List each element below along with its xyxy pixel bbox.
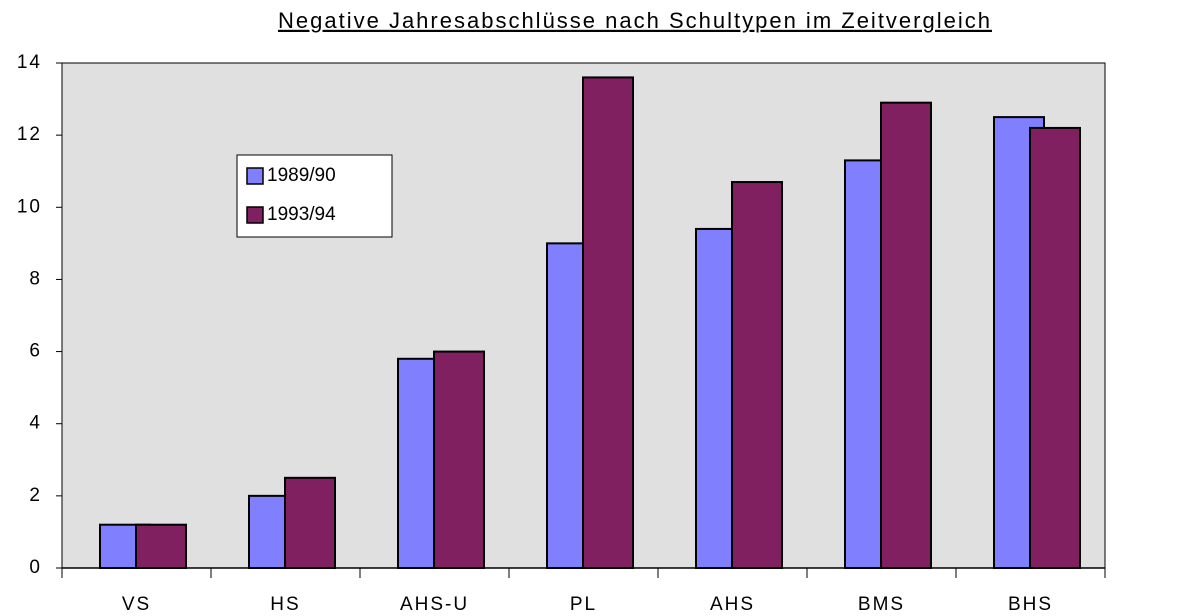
bar [433, 350, 485, 570]
legend-label: 1993/94 [267, 204, 336, 225]
x-tick-label: PL [570, 594, 597, 615]
bar [135, 523, 187, 570]
legend-swatch [246, 167, 264, 185]
y-tick-label: 10 [17, 196, 42, 217]
x-tick-label: BMS [858, 594, 905, 615]
bar [284, 476, 336, 570]
bar [731, 181, 783, 570]
y-tick-label: 4 [29, 413, 42, 434]
x-tick-label: HS [270, 594, 300, 615]
y-tick-label: 6 [29, 341, 42, 362]
bar [880, 101, 932, 570]
bar [582, 76, 634, 570]
x-tick-label: AHS-U [400, 594, 469, 615]
y-tick-label: 0 [29, 557, 42, 578]
chart-title: Negative Jahresabschlüsse nach Schultype… [278, 8, 992, 33]
x-tick-label: AHS [710, 594, 755, 615]
x-tick-label: BHS [1008, 594, 1053, 615]
bar [1029, 126, 1081, 570]
y-tick-label: 2 [29, 485, 42, 506]
legend-label: 1989/90 [267, 165, 336, 186]
y-tick-label: 12 [17, 124, 42, 145]
y-tick-label: 8 [29, 268, 42, 289]
legend-swatch [246, 206, 264, 224]
x-tick-label: VS [122, 594, 151, 615]
y-tick-label: 14 [17, 52, 42, 73]
